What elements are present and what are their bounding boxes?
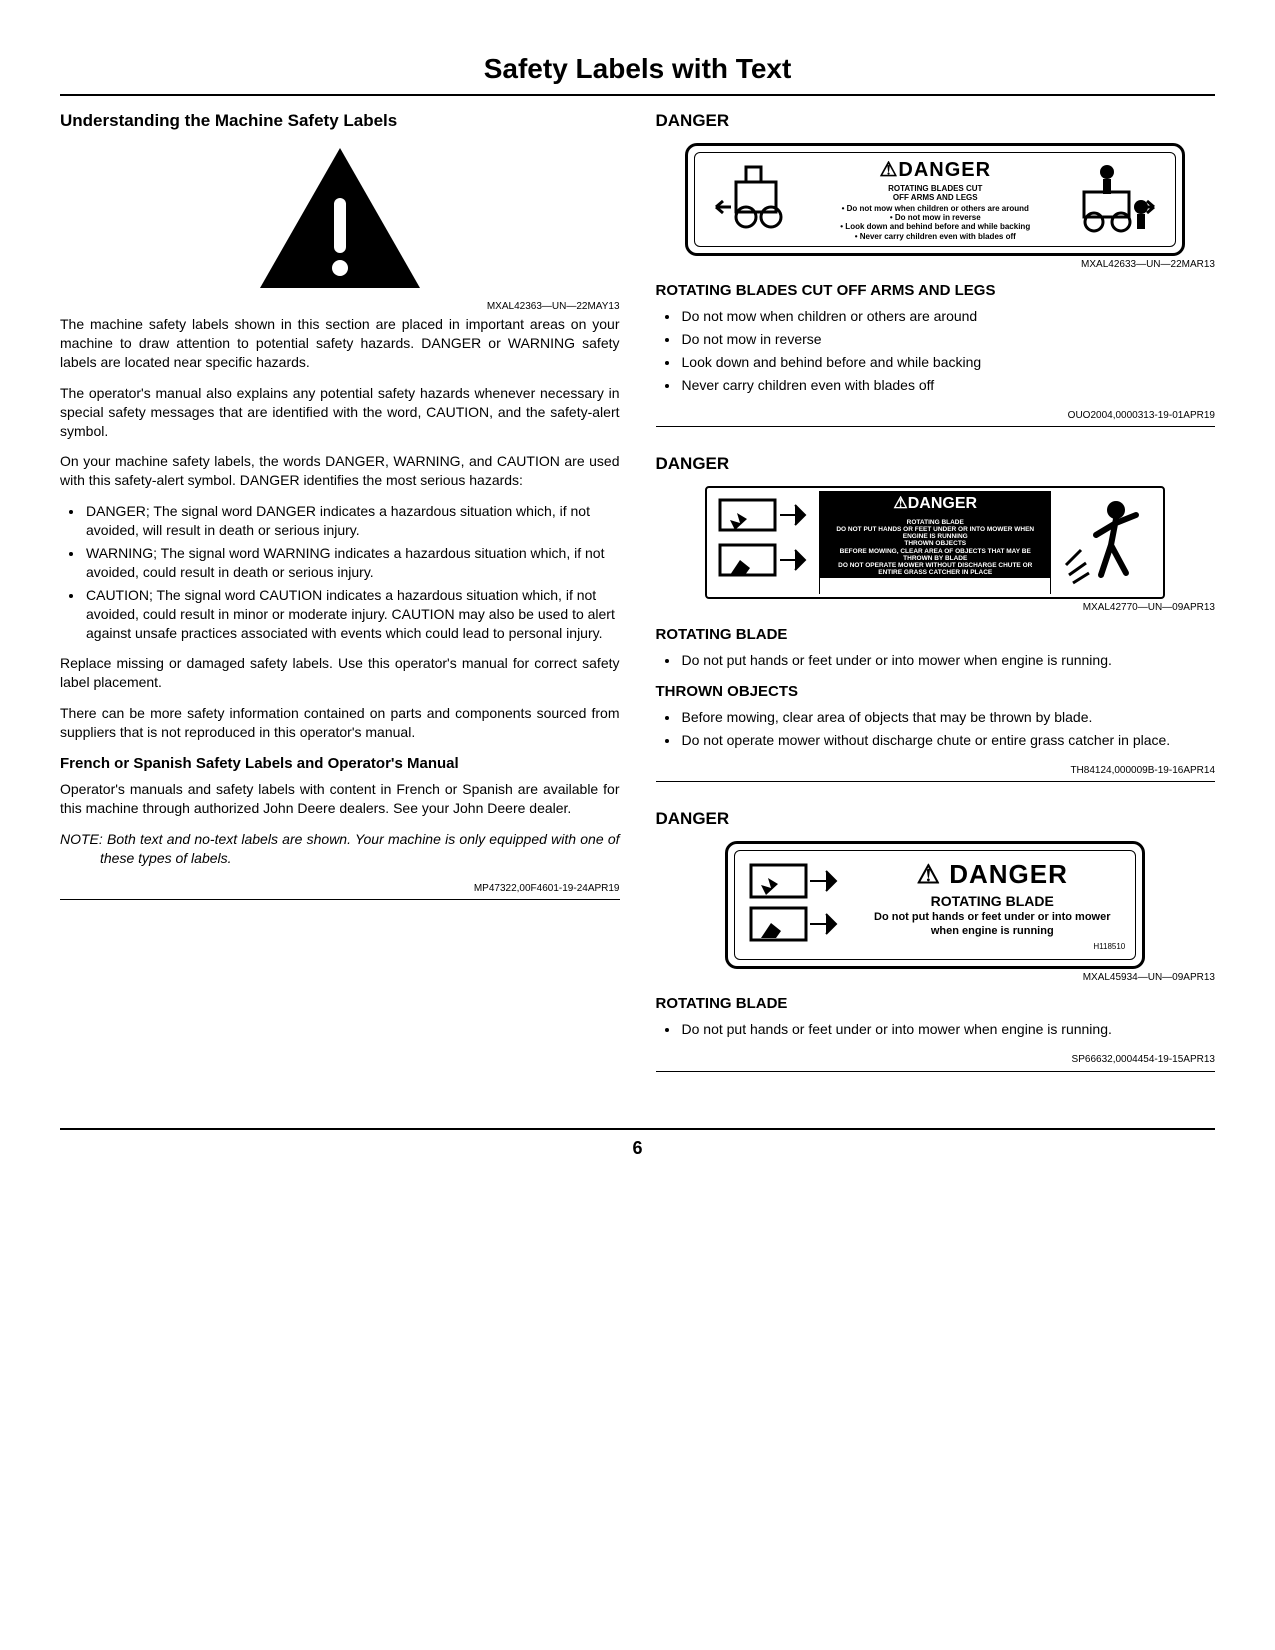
danger-bullet-list: Before mowing, clear area of objects tha…: [656, 708, 1216, 750]
list-item: Before mowing, clear area of objects tha…: [680, 708, 1216, 727]
label-line: DO NOT OPERATE MOWER WITHOUT DISCHARGE C…: [826, 562, 1044, 576]
two-column-layout: Understanding the Machine Safety Labels …: [60, 106, 1215, 1098]
figure-reference: MXAL45934—UN—09APR13: [656, 971, 1216, 985]
body-paragraph: Replace missing or damaged safety labels…: [60, 654, 620, 692]
section-reference: MP47322,00F4601-19-24APR19: [60, 882, 620, 901]
page-number: 6: [60, 1128, 1215, 1160]
danger-heading-3: DANGER: [656, 808, 1216, 831]
danger-subheading: ROTATING BLADE: [656, 625, 1216, 645]
list-item: DANGER; The signal word DANGER indicates…: [84, 502, 620, 540]
mower-child-icon: [1069, 157, 1159, 237]
list-item: Look down and behind before and while ba…: [680, 353, 1216, 372]
label-line: Do not put hands or feet under or into m…: [859, 911, 1125, 937]
label-bullet: • Do not mow in reverse: [823, 213, 1047, 222]
sub-heading-french-spanish: French or Spanish Safety Labels and Oper…: [60, 754, 620, 774]
label-title: ROTATING BLADE: [826, 519, 1044, 526]
danger-subheading: THROWN OBJECTS: [656, 682, 1216, 702]
danger-heading-2: DANGER: [656, 453, 1216, 476]
body-paragraph: The operator's manual also explains any …: [60, 384, 620, 441]
label-title: THROWN OBJECTS: [826, 540, 1044, 547]
label-subtitle: OFF ARMS AND LEGS: [823, 193, 1047, 202]
left-heading: Understanding the Machine Safety Labels: [60, 110, 620, 133]
right-column: DANGER: [656, 106, 1216, 1098]
label-danger-header: ⚠ DANGER: [859, 857, 1125, 892]
thrown-object-person-icon: [1061, 495, 1151, 585]
body-paragraph: Operator's manuals and safety labels wit…: [60, 780, 620, 818]
mower-back-icon: [711, 157, 801, 237]
label-line: BEFORE MOWING, CLEAR AREA OF OBJECTS THA…: [826, 548, 1044, 562]
label-danger-header: ⚠DANGER: [820, 491, 1050, 517]
label-code: H118510: [859, 942, 1125, 953]
list-item: Do not operate mower without discharge c…: [680, 731, 1216, 750]
body-paragraph: The machine safety labels shown in this …: [60, 315, 620, 372]
list-item: Do not put hands or feet under or into m…: [680, 1020, 1216, 1039]
danger-heading-1: DANGER: [656, 110, 1216, 133]
danger-label-3-figure: ⚠ DANGER ROTATING BLADE Do not put hands…: [656, 841, 1216, 968]
foot-blade-icon: [748, 905, 843, 943]
safety-alert-symbol-figure: [60, 143, 620, 298]
foot-blade-icon: [715, 540, 815, 580]
danger-bullet-list: Do not put hands or feet under or into m…: [656, 651, 1216, 670]
list-item: Never carry children even with blades of…: [680, 376, 1216, 395]
hand-blade-icon: [748, 862, 843, 900]
label-danger-header: ⚠DANGER: [823, 157, 1047, 184]
section-reference: SP66632,0004454-19-15APR13: [656, 1053, 1216, 1072]
list-item: Do not mow when children or others are a…: [680, 307, 1216, 326]
list-item: WARNING; The signal word WARNING indicat…: [84, 544, 620, 582]
label-line: DO NOT PUT HANDS OR FEET UNDER OR INTO M…: [826, 526, 1044, 540]
page-title: Safety Labels with Text: [60, 50, 1215, 96]
hand-blade-icon: [715, 495, 815, 535]
danger-bullet-list: Do not mow when children or others are a…: [656, 307, 1216, 395]
list-item: Do not mow in reverse: [680, 330, 1216, 349]
list-item: Do not put hands or feet under or into m…: [680, 651, 1216, 670]
label-subtitle: ROTATING BLADES CUT: [823, 184, 1047, 193]
danger-subheading: ROTATING BLADE: [656, 994, 1216, 1014]
figure-reference: MXAL42633—UN—22MAR13: [656, 258, 1216, 272]
warning-triangle-icon: [255, 143, 425, 293]
figure-reference: MXAL42363—UN—22MAY13: [60, 300, 620, 314]
danger-label-2-figure: ⚠DANGER ROTATING BLADE DO NOT PUT HANDS …: [656, 486, 1216, 599]
section-reference: TH84124,000009B-19-16APR14: [656, 764, 1216, 783]
body-paragraph: There can be more safety information con…: [60, 704, 620, 742]
figure-reference: MXAL42770—UN—09APR13: [656, 601, 1216, 615]
danger-label-1-figure: ⚠DANGER ROTATING BLADES CUT OFF ARMS AND…: [656, 143, 1216, 256]
danger-subheading: ROTATING BLADES CUT OFF ARMS AND LEGS: [656, 281, 1216, 301]
section-reference: OUO2004,0000313-19-01APR19: [656, 409, 1216, 428]
danger-bullet-list: Do not put hands or feet under or into m…: [656, 1020, 1216, 1039]
left-column: Understanding the Machine Safety Labels …: [60, 106, 620, 1098]
note-paragraph: NOTE: Both text and no-text labels are s…: [60, 830, 620, 868]
label-bullet: • Never carry children even with blades …: [823, 232, 1047, 241]
signal-word-list: DANGER; The signal word DANGER indicates…: [60, 502, 620, 642]
label-bullet: • Look down and behind before and while …: [823, 222, 1047, 231]
label-bullet: • Do not mow when children or others are…: [823, 204, 1047, 213]
body-paragraph: On your machine safety labels, the words…: [60, 452, 620, 490]
list-item: CAUTION; The signal word CAUTION indicat…: [84, 586, 620, 643]
label-title: ROTATING BLADE: [859, 892, 1125, 911]
